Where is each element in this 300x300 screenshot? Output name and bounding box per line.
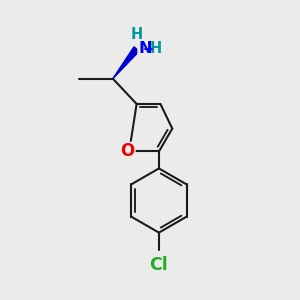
- Text: H: H: [150, 41, 162, 56]
- Polygon shape: [113, 47, 139, 79]
- Text: O: O: [121, 142, 135, 160]
- Text: N: N: [138, 41, 152, 56]
- Text: H: H: [131, 27, 143, 42]
- Text: Cl: Cl: [149, 256, 168, 274]
